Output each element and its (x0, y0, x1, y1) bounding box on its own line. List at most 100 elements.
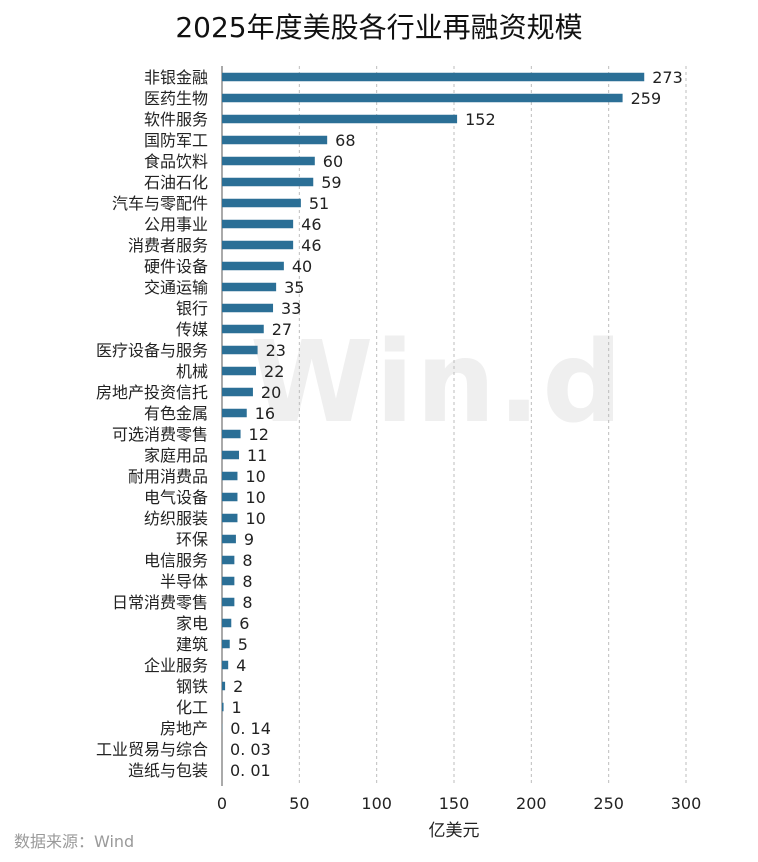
category-label: 家庭用品 (144, 446, 208, 465)
category-label: 银行 (176, 299, 208, 318)
data-label: 40 (292, 257, 312, 276)
data-label: 10 (245, 467, 265, 486)
data-label: 5 (238, 635, 248, 654)
bar (222, 219, 294, 229)
category-label: 环保 (176, 530, 208, 549)
data-label: 6 (239, 614, 249, 633)
bar (222, 72, 645, 82)
x-tick-label: 0 (217, 794, 227, 813)
data-label: 0. 03 (230, 740, 271, 759)
chart-title: 2025年度美股各行业再融资规模 (175, 11, 583, 44)
bar (222, 408, 247, 418)
bar (222, 702, 224, 712)
data-label: 2 (233, 677, 243, 696)
bar (222, 156, 315, 166)
category-label: 消费者服务 (128, 236, 208, 255)
bar (222, 534, 236, 544)
bar (222, 177, 314, 187)
data-label: 46 (301, 236, 321, 255)
bar (222, 513, 238, 523)
data-label: 273 (652, 68, 683, 87)
data-label: 59 (321, 173, 341, 192)
bar (222, 93, 623, 103)
category-label: 医药生物 (144, 89, 208, 108)
bar (222, 135, 328, 145)
data-label: 8 (242, 572, 252, 591)
x-tick-label: 200 (516, 794, 547, 813)
bar (222, 450, 240, 460)
data-label: 16 (255, 404, 275, 423)
data-label: 11 (247, 446, 267, 465)
data-label: 10 (245, 488, 265, 507)
bar (222, 471, 238, 481)
category-label: 房地产投资信托 (96, 383, 208, 402)
watermark: Win.d (250, 318, 625, 448)
bar (222, 387, 253, 397)
data-label: 1 (232, 698, 242, 717)
bar (222, 618, 232, 628)
bar (222, 555, 235, 565)
category-label: 钢铁 (176, 677, 208, 696)
data-label: 20 (261, 383, 281, 402)
category-label: 化工 (176, 698, 208, 717)
bar (222, 639, 230, 649)
category-label: 传媒 (176, 320, 208, 339)
category-label: 纺织服装 (144, 509, 208, 528)
x-tick-label: 250 (593, 794, 624, 813)
category-label: 企业服务 (144, 656, 208, 675)
bar (222, 660, 229, 670)
category-label: 非银金融 (144, 68, 208, 87)
bar (222, 240, 294, 250)
bar (222, 681, 226, 691)
data-label: 8 (242, 551, 252, 570)
bar (222, 198, 301, 208)
x-tick-label: 100 (361, 794, 392, 813)
category-label: 可选消费零售 (112, 425, 208, 444)
bar (222, 114, 458, 124)
data-label: 33 (281, 299, 301, 318)
data-label: 10 (245, 509, 265, 528)
category-label: 日常消费零售 (112, 593, 208, 612)
x-axis-label: 亿美元 (429, 821, 480, 841)
data-label: 46 (301, 215, 321, 234)
bar (222, 366, 257, 376)
category-label: 硬件设备 (144, 257, 208, 276)
data-label: 22 (264, 362, 284, 381)
category-label: 房地产 (160, 719, 208, 738)
data-label: 27 (272, 320, 292, 339)
data-label: 35 (284, 278, 304, 297)
category-label: 造纸与包装 (128, 761, 208, 780)
bar (222, 597, 235, 607)
data-label: 152 (465, 110, 496, 129)
source-note: 数据来源：Wind (14, 832, 135, 851)
category-label: 耐用消费品 (128, 467, 208, 486)
data-label: 0. 01 (230, 761, 271, 780)
data-label: 0. 14 (230, 719, 271, 738)
data-label: 9 (244, 530, 254, 549)
category-label: 公用事业 (144, 215, 208, 234)
category-label: 工业贸易与综合 (96, 740, 208, 759)
bar (222, 429, 241, 439)
x-tick-label: 300 (671, 794, 702, 813)
category-label: 软件服务 (144, 110, 208, 129)
category-label: 家电 (176, 614, 208, 633)
category-label: 石油石化 (144, 173, 208, 192)
x-tick-label: 150 (439, 794, 470, 813)
data-label: 60 (323, 152, 343, 171)
bar (222, 303, 274, 313)
category-label: 食品饮料 (144, 152, 208, 171)
category-label: 电气设备 (144, 488, 208, 507)
category-label: 医疗设备与服务 (96, 341, 208, 360)
bar (222, 282, 277, 292)
data-label: 259 (631, 89, 662, 108)
bar (222, 492, 238, 502)
data-label: 8 (242, 593, 252, 612)
category-label: 机械 (176, 362, 208, 381)
bar (222, 576, 235, 586)
data-label: 68 (335, 131, 355, 150)
data-label: 51 (309, 194, 329, 213)
x-tick-label: 50 (289, 794, 309, 813)
bar (222, 324, 264, 334)
category-label: 有色金属 (144, 404, 208, 423)
